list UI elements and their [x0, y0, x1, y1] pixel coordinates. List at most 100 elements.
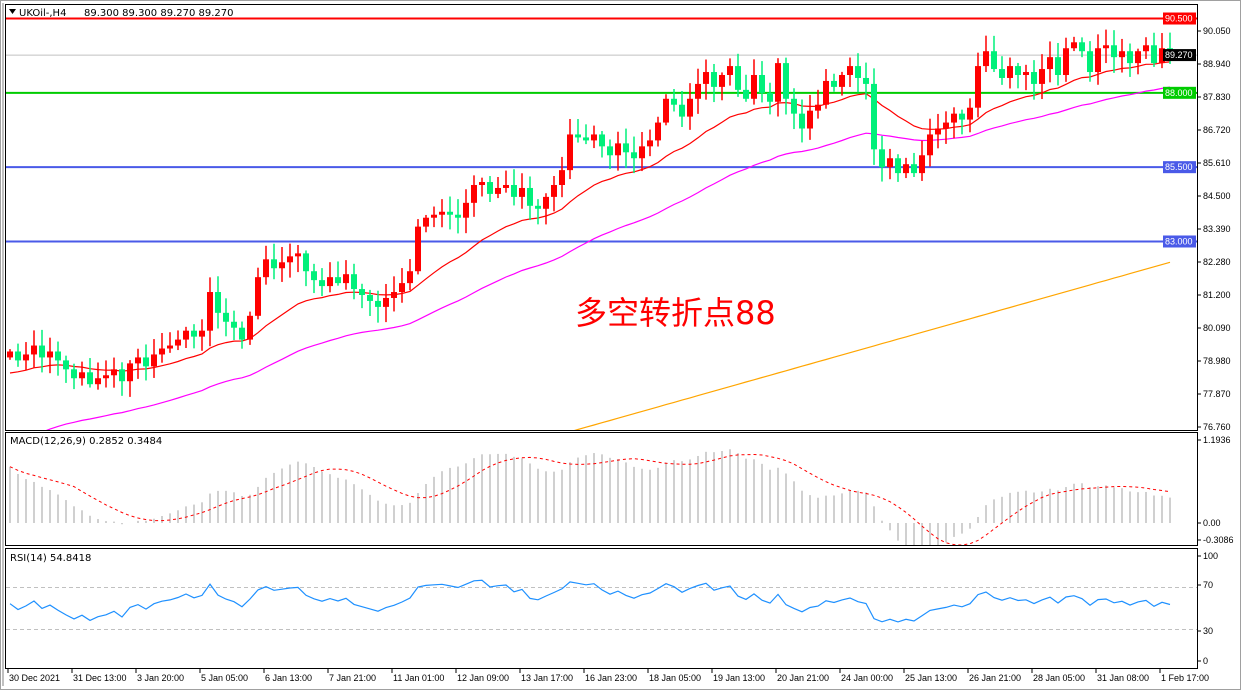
price-tick-label: 85.610 [1203, 158, 1231, 168]
level-price-tag: 88.000 [1165, 88, 1193, 98]
rsi-line [9, 579, 1171, 623]
candle [623, 128, 629, 169]
candle [95, 362, 101, 390]
candle-body [463, 202, 469, 218]
candle [1055, 42, 1061, 86]
candle [1119, 38, 1125, 73]
time-label: 31 Jan 08:00 [1097, 673, 1149, 683]
candle-body [919, 155, 925, 174]
candle [695, 68, 701, 114]
candle-body [847, 66, 853, 75]
candle-body [527, 187, 533, 206]
candle-body [47, 351, 53, 358]
candle [1047, 41, 1053, 83]
price-tick-label: 87.830 [1203, 92, 1231, 102]
candle [767, 82, 773, 115]
candle [103, 360, 109, 388]
macd-tick-label: -0.3086 [1203, 535, 1234, 545]
candle-body [951, 113, 957, 123]
macd-signal-line [9, 453, 1171, 545]
price-tick-label: 90.050 [1203, 26, 1231, 36]
candle-body [647, 140, 653, 147]
candle-body [671, 98, 677, 105]
main-price-panel [5, 4, 1198, 431]
candle [1039, 54, 1045, 100]
candle [511, 169, 517, 206]
candle-body [503, 184, 509, 188]
candle [847, 57, 853, 87]
candle [799, 99, 805, 143]
candle-body [567, 134, 573, 171]
candle-body [855, 66, 861, 78]
candle [663, 94, 669, 126]
candle [199, 319, 205, 351]
candle [271, 243, 277, 280]
candle-body [79, 372, 85, 379]
candle [679, 91, 685, 127]
candle-body [695, 83, 701, 99]
candle-body [239, 327, 245, 340]
macd-plot-area [9, 449, 1171, 545]
candle [967, 98, 973, 133]
candle-body [1015, 66, 1021, 75]
candle [863, 62, 869, 100]
candle [55, 341, 61, 376]
candle [1135, 48, 1141, 75]
candle [79, 361, 85, 386]
candle [399, 268, 405, 303]
candle-body [215, 292, 221, 313]
candle [279, 246, 285, 282]
candle [287, 243, 293, 278]
candle [983, 35, 989, 72]
candle [71, 363, 77, 390]
candle [495, 177, 501, 199]
candle [231, 310, 237, 340]
candle-body [1039, 69, 1045, 84]
current-price-tag-bg [1163, 49, 1196, 62]
candle [335, 261, 341, 286]
candle [791, 88, 797, 130]
time-label: 16 Jan 23:00 [585, 673, 637, 683]
candle [927, 118, 933, 167]
candle-body [127, 363, 133, 382]
dropdown-triangle-icon[interactable] [9, 9, 16, 14]
candle-body [271, 259, 277, 269]
moving-average-long [574, 261, 1171, 430]
candle-body [303, 253, 309, 272]
candle-body [839, 74, 845, 87]
candle [111, 357, 117, 388]
candle [735, 53, 741, 97]
macd-label: MACD(12,26,9) 0.2852 0.3484 [10, 436, 162, 447]
candle [591, 125, 597, 149]
candle [295, 245, 301, 273]
candle [1087, 41, 1093, 82]
candle-body [1007, 66, 1013, 78]
candle-body [1063, 48, 1069, 75]
candle [687, 83, 693, 130]
candle-body [607, 146, 613, 156]
candle-body [495, 187, 501, 194]
candle-body [551, 184, 557, 197]
candle-body [751, 74, 757, 99]
candle-body [359, 289, 365, 295]
candle [1079, 37, 1085, 58]
candle [351, 263, 357, 300]
candle-body [999, 69, 1005, 78]
axes: 90.050 88.940 87.830 86.720 85.610 84.500 83.3… [7, 12, 1234, 683]
candle-body [1023, 72, 1029, 75]
candle [207, 277, 213, 347]
candle-body [279, 262, 285, 269]
candle-body [639, 146, 645, 159]
candle [215, 276, 221, 329]
candle-body [871, 83, 877, 150]
candle [607, 139, 613, 170]
time-label: 26 Jan 21:00 [969, 673, 1021, 683]
candle-body [431, 214, 437, 218]
candle [439, 199, 445, 228]
candle-body [1111, 45, 1117, 58]
candle [151, 339, 157, 378]
candle [167, 332, 173, 353]
candle [535, 199, 541, 225]
candle-body [767, 92, 773, 102]
